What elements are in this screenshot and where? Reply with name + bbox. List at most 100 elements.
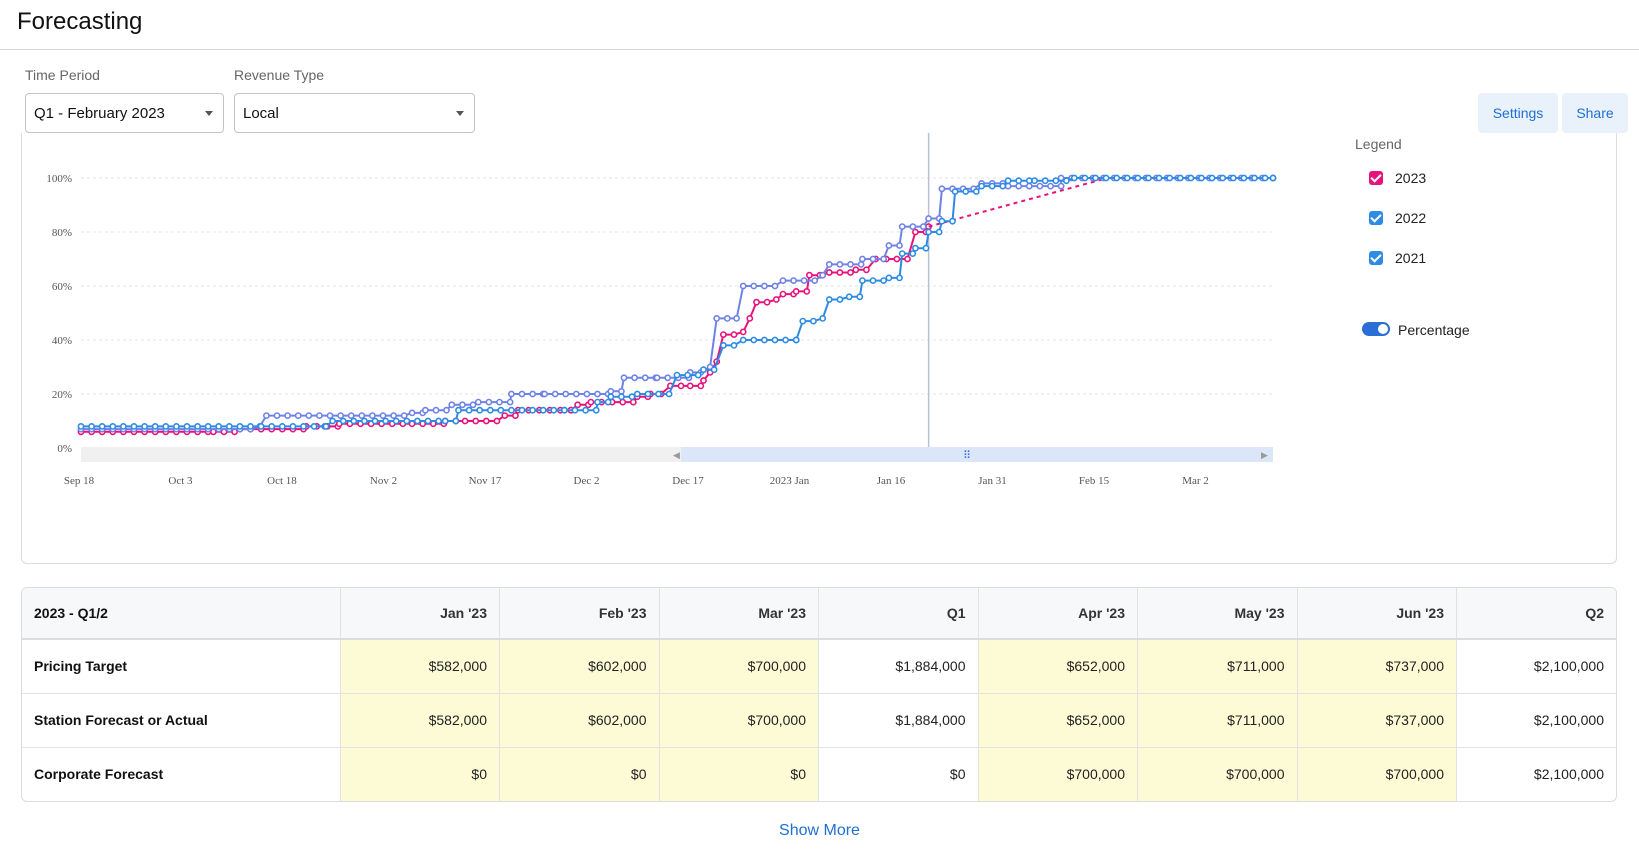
chart-card (21, 133, 1617, 564)
data-point-2022 (607, 387, 615, 395)
x-tick-label: Nov 17 (469, 475, 502, 487)
table-cell[interactable]: $602,000 (499, 693, 660, 748)
table-cell[interactable]: $711,000 (1137, 639, 1298, 694)
x-tick-label: Jan 31 (978, 475, 1006, 487)
data-point-2021 (869, 277, 877, 284)
checkbox-checked-icon[interactable] (1369, 171, 1383, 185)
data-point-2021 (1004, 177, 1012, 185)
table-cell[interactable]: $700,000 (659, 693, 819, 748)
data-point-2021 (856, 293, 864, 301)
time-period-select[interactable]: Q1 - February 2023 (25, 93, 224, 133)
data-point-2023 (677, 382, 685, 390)
series-line-2022 (81, 177, 1273, 431)
data-point-2023 (806, 271, 813, 279)
legend-item-2021[interactable]: 2021 (1369, 250, 1426, 266)
data-point-2023 (697, 382, 705, 390)
data-point-2022 (273, 412, 281, 419)
data-point-2022 (572, 390, 580, 398)
x-tick-label: Jan 16 (877, 475, 906, 487)
data-point-2022 (836, 260, 844, 268)
table-cell: $1,884,000 (818, 639, 979, 694)
revenue-type-label: Revenue Type (234, 67, 325, 83)
data-point-2022 (400, 412, 408, 419)
legend-item-2023[interactable]: 2023 (1369, 170, 1426, 186)
data-point-2021 (628, 393, 636, 401)
data-point-2021 (257, 422, 265, 430)
data-point-2022 (1036, 182, 1044, 190)
data-point-2022 (262, 412, 270, 419)
table-cell[interactable]: $602,000 (499, 639, 660, 694)
table-header: Q2 (1456, 588, 1616, 640)
data-point-2021 (825, 296, 833, 303)
data-point-2021 (539, 406, 547, 414)
share-button[interactable]: Share (1562, 93, 1628, 133)
percentage-toggle[interactable] (1362, 322, 1390, 336)
data-point-2021 (694, 371, 702, 379)
data-point-2023 (825, 269, 833, 276)
data-point-2022 (938, 185, 946, 193)
checkbox-checked-icon[interactable] (1369, 211, 1383, 225)
data-point-2021 (77, 422, 85, 430)
show-more-link[interactable]: Show More (779, 822, 860, 839)
scroll-right-icon: ▶ (1261, 450, 1268, 460)
data-point-2022 (507, 390, 515, 398)
data-point-2023 (461, 417, 469, 425)
x-tick-label: Feb 15 (1079, 475, 1110, 487)
data-point-2023 (772, 296, 780, 303)
data-point-2021 (655, 390, 662, 398)
percentage-toggle-label: Percentage (1398, 322, 1470, 338)
data-point-2021 (452, 417, 460, 425)
x-tick-label: Sep 18 (64, 475, 95, 487)
data-point-2022 (390, 412, 397, 419)
x-tick-label: Dec 17 (672, 475, 704, 487)
data-point-2021 (1261, 174, 1269, 182)
table-header: Jun '23 (1297, 588, 1457, 640)
data-point-2022 (800, 277, 808, 284)
table-cell[interactable]: $700,000 (978, 747, 1138, 801)
y-tick-label: 60% (52, 281, 72, 293)
y-tick-label: 20% (52, 389, 72, 401)
table-cell[interactable]: $0 (499, 747, 660, 801)
data-point-2021 (836, 296, 844, 303)
table-cell[interactable]: $0 (340, 747, 500, 801)
page-title: Forecasting (17, 8, 143, 35)
data-point-2021 (225, 422, 233, 430)
table-cell[interactable]: $737,000 (1297, 693, 1457, 748)
data-point-2021 (949, 217, 956, 225)
table-cell[interactable]: $0 (659, 747, 819, 801)
data-point-2021 (1015, 177, 1023, 185)
data-point-2021 (761, 336, 768, 344)
data-point-2022 (469, 401, 477, 409)
data-point-2021 (486, 406, 494, 414)
data-point-2021 (247, 422, 254, 430)
data-point-2021 (720, 341, 727, 349)
table-cell[interactable]: $582,000 (340, 639, 500, 694)
data-point-2023 (746, 314, 754, 322)
data-point-2022 (761, 282, 768, 290)
data-point-2021 (1092, 174, 1099, 182)
data-point-2022 (1004, 182, 1012, 190)
data-point-2021 (339, 417, 347, 425)
data-point-2021 (792, 336, 800, 344)
zoom-window (681, 447, 1273, 462)
table-cell[interactable]: $582,000 (340, 693, 500, 748)
data-point-2022 (739, 282, 747, 290)
data-point-2021 (350, 417, 358, 425)
table-cell[interactable]: $700,000 (1297, 747, 1457, 801)
table-cell[interactable]: $700,000 (1137, 747, 1298, 801)
table-cell[interactable]: $652,000 (978, 639, 1138, 694)
data-point-2022 (448, 401, 456, 409)
data-point-2021 (1187, 174, 1195, 182)
table-cell: $0 (818, 747, 979, 801)
revenue-type-select[interactable]: Local (234, 93, 475, 133)
data-point-2021 (1166, 174, 1174, 182)
settings-button[interactable]: Settings (1478, 93, 1558, 133)
checkbox-checked-icon[interactable] (1369, 251, 1383, 265)
table-cell[interactable]: $711,000 (1137, 693, 1298, 748)
table-cell: $2,100,000 (1456, 693, 1616, 748)
data-point-2022 (541, 390, 548, 398)
table-cell[interactable]: $652,000 (978, 693, 1138, 748)
table-cell[interactable]: $700,000 (659, 639, 819, 694)
table-cell[interactable]: $737,000 (1297, 639, 1457, 694)
legend-item-2022[interactable]: 2022 (1369, 210, 1426, 226)
